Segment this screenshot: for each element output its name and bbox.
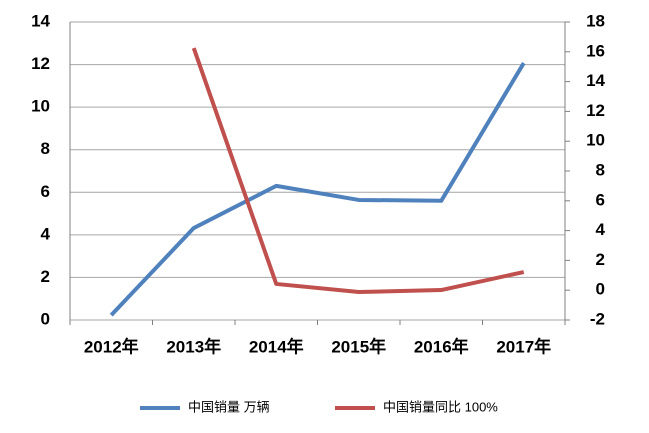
y-tick-label: 12 (31, 54, 50, 73)
y-tick-label: 4 (41, 224, 51, 243)
y2-tick-label: 0 (596, 280, 605, 299)
y2-tick-label: 16 (586, 41, 605, 60)
y2-tick-label: 6 (596, 190, 605, 209)
y2-tick-label: 2 (596, 250, 605, 269)
y-tick-label: 10 (31, 97, 50, 116)
y2-tick-label: 12 (586, 101, 605, 120)
x-tick-label: 2013年 (166, 336, 221, 356)
y-tick-label: 2 (41, 267, 50, 286)
y2-tick-label: 18 (586, 11, 605, 30)
x-tick-label: 2017年 (496, 336, 551, 356)
y2-tick-label: 4 (596, 220, 606, 239)
series-line (191, 47, 525, 294)
y2-tick-label: 8 (596, 160, 605, 179)
x-tick-label: 2012年 (84, 336, 139, 356)
y-tick-label: 14 (31, 11, 50, 30)
legend-label: 中国销量 万辆 (188, 399, 270, 414)
legend-label: 中国销量同比 100% (383, 399, 498, 414)
y2-tick-label: 14 (586, 71, 605, 90)
y-tick-label: 0 (41, 309, 50, 328)
series-line (109, 62, 526, 317)
x-tick-label: 2015年 (331, 336, 386, 356)
x-tick-label: 2016年 (414, 336, 469, 356)
y-tick-label: 8 (41, 139, 50, 158)
y2-tick-label: -2 (590, 309, 605, 328)
y2-tick-label: 10 (586, 131, 605, 150)
x-tick-label: 2014年 (249, 336, 304, 356)
y-tick-label: 6 (41, 182, 50, 201)
